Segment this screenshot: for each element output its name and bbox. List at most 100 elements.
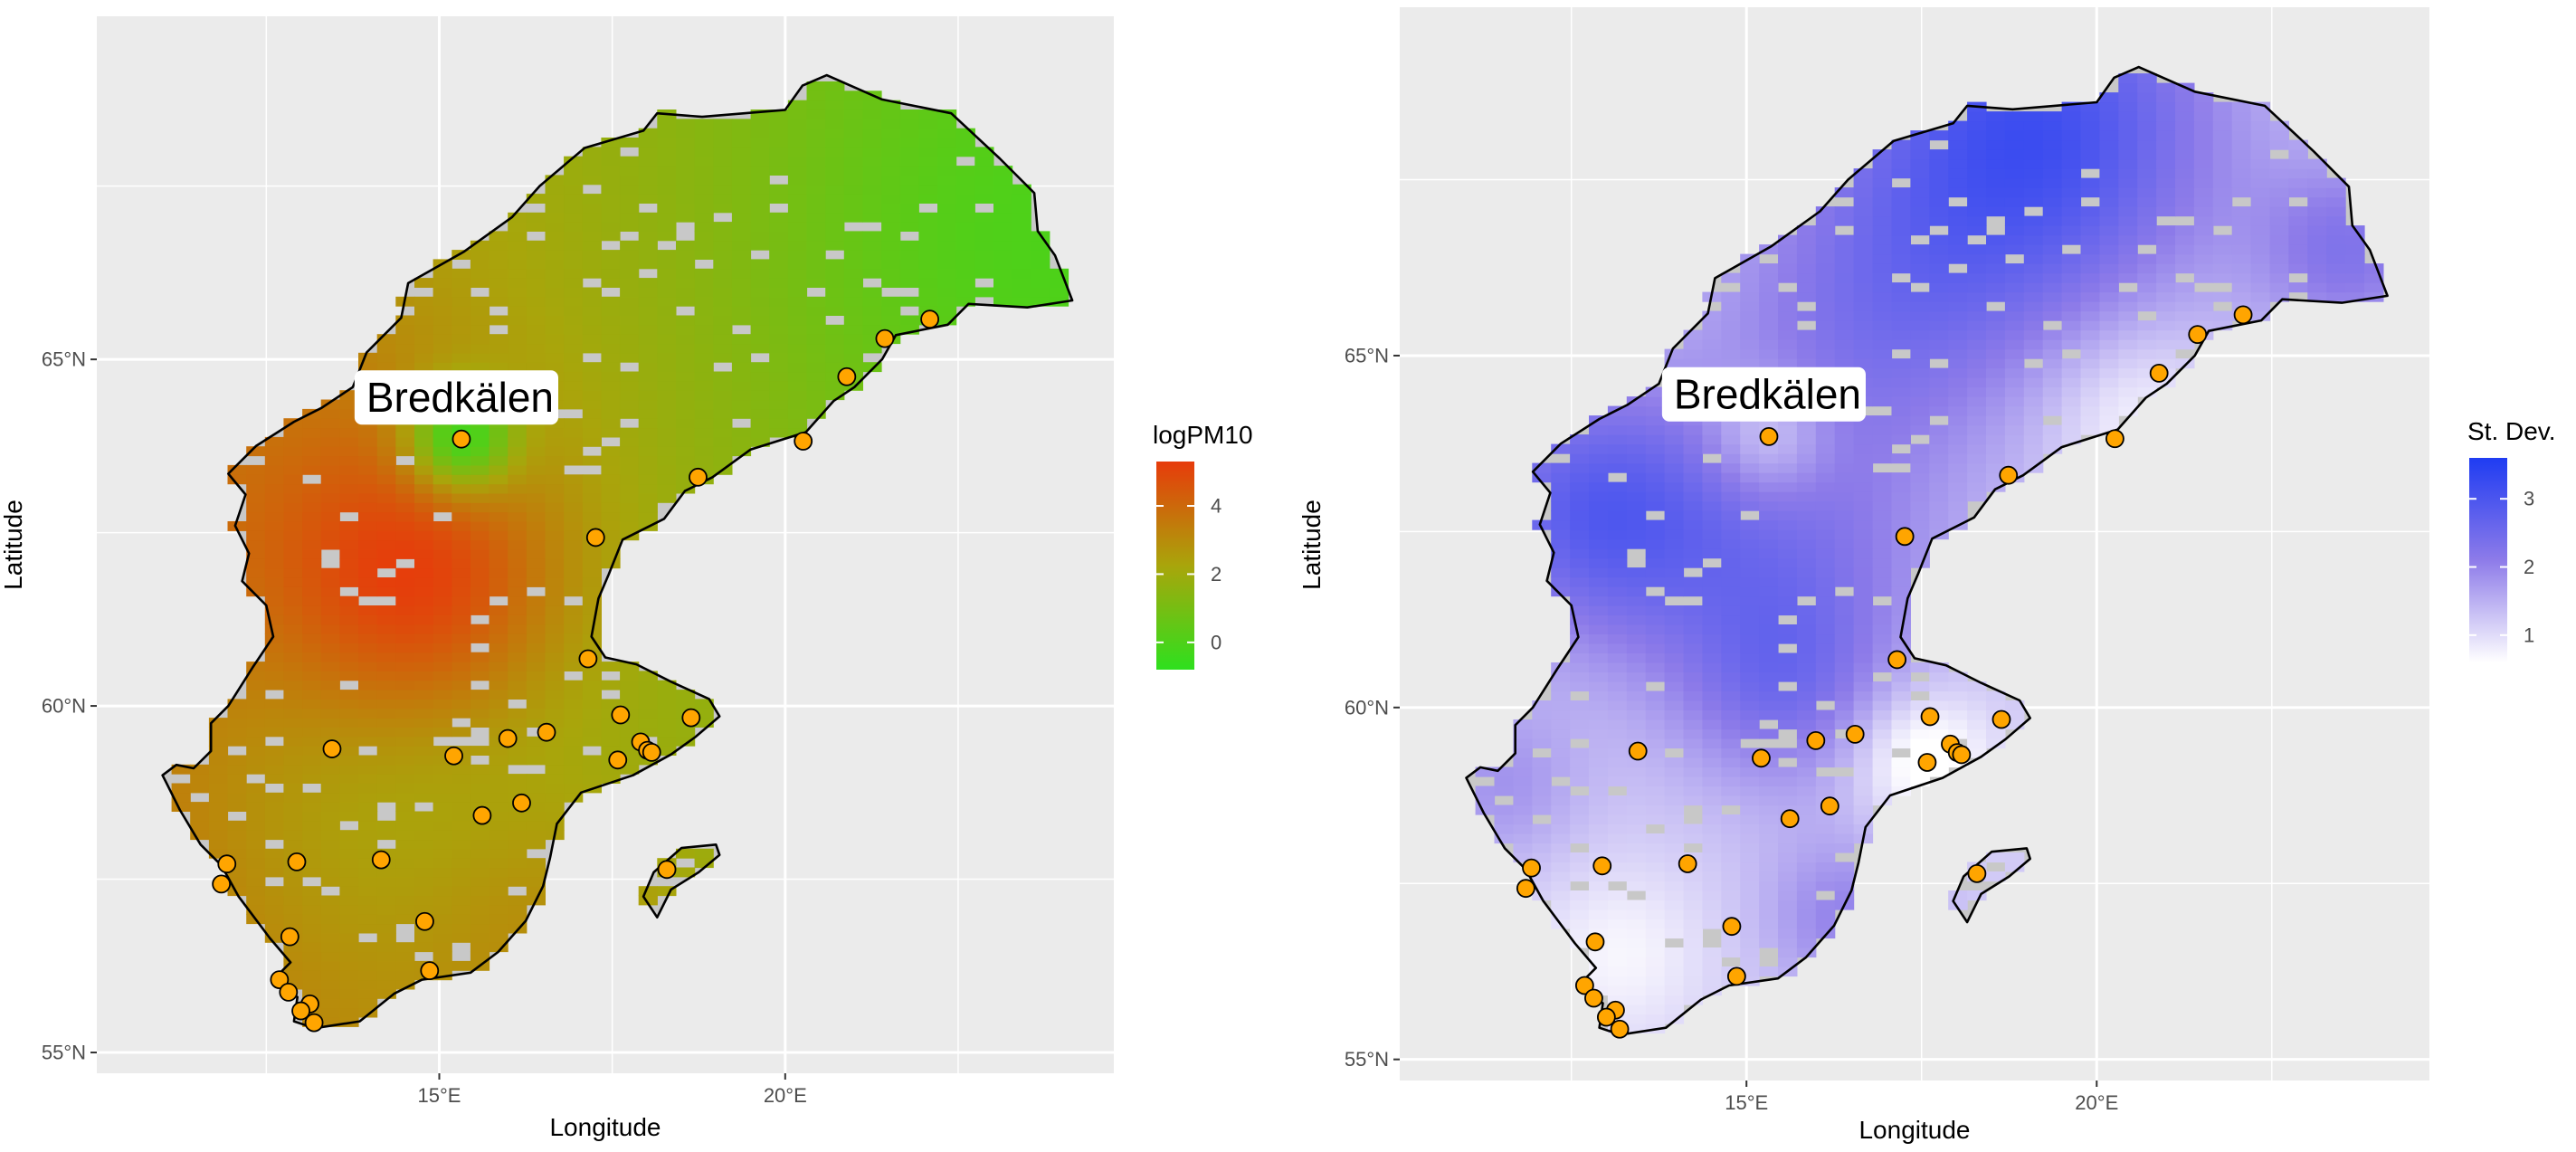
raster-cell [1929,196,1949,207]
raster-cell [2137,215,2157,226]
raster-cell [750,371,770,382]
raster-cell [376,923,396,934]
raster-cell [1683,500,1703,511]
raster-cell [564,296,584,307]
raster-cell [470,708,490,719]
raster-cell [320,483,340,494]
raster-cell [508,549,528,559]
raster-cell [676,362,696,373]
raster-cell [1570,662,1590,673]
raster-cell [843,324,863,335]
raster-cell [2004,700,2025,711]
raster-cell [1778,700,1798,711]
raster-cell [545,521,565,531]
raster-cell [283,699,303,709]
raster-cell [676,212,696,223]
raster-cell [1645,500,1666,511]
raster-cell [2175,149,2195,160]
raster-cell [376,343,396,354]
raster-cell [2004,168,2025,179]
raster-cell [676,848,696,859]
raster-cell [862,203,882,214]
raster-cell [1570,481,1590,492]
raster-cell [2023,377,2044,388]
raster-cell [358,867,378,878]
raster-cell [1872,766,1893,777]
raster-cell [1778,605,1798,616]
raster-cell [1891,681,1911,692]
raster-cell [2250,310,2271,321]
raster-cell [1778,320,1798,331]
raster-cell [601,483,621,494]
raster-cell [190,830,210,841]
raster-cell [1721,481,1741,492]
raster-cell [2250,187,2271,198]
raster-cell [2156,358,2176,369]
raster-cell [731,334,752,345]
raster-cell [1626,814,1647,825]
raster-cell [2231,253,2252,264]
raster-cell [862,334,882,345]
raster-cell [1645,662,1666,673]
raster-cell [1513,843,1533,853]
raster-cell [414,427,434,438]
raster-cell [246,577,266,587]
raster-cell [526,464,546,475]
raster-cell [1607,681,1628,692]
station-point [681,708,701,728]
raster-cell [993,184,1013,195]
raster-cell [1683,510,1703,521]
raster-cell [769,128,789,138]
station-point [1574,976,1594,995]
raster-cell [2156,282,2176,293]
raster-cell [1740,862,1760,872]
raster-cell [452,708,471,719]
raster-cell [1475,766,1496,777]
raster-cell [1740,966,1760,977]
raster-cell [974,240,994,251]
raster-cell [918,184,938,195]
raster-cell [2099,187,2119,198]
raster-cell [1759,624,1779,635]
raster-cell [862,147,882,157]
raster-cell [2345,291,2365,302]
raster-cell [1834,624,1855,635]
raster-cell [1778,481,1798,492]
raster-cell [1721,728,1741,739]
raster-cell [489,455,509,466]
raster-cell [283,502,303,513]
raster-cell [638,708,658,719]
raster-cell [414,352,434,363]
raster-cell [620,671,640,681]
raster-cell [283,951,303,962]
raster-cell [1853,624,1874,635]
y-tick-label: 60°N [1345,696,1389,719]
raster-cell [1551,557,1571,568]
raster-cell [2004,120,2025,131]
raster-cell [545,549,565,559]
raster-cell [620,175,640,186]
raster-cell [1872,728,1893,739]
raster-cell [208,774,229,784]
raster-cell [470,923,490,934]
raster-cell [414,904,434,915]
raster-cell [508,446,528,457]
raster-cell [264,502,284,513]
raster-cell [358,662,378,671]
raster-cell [564,156,584,167]
raster-cell [1778,567,1798,578]
raster-cell [787,194,808,204]
raster-cell [1834,424,1855,435]
raster-cell [470,558,490,569]
raster-cell [2042,310,2063,321]
raster-cell [843,100,863,110]
raster-cell [2004,719,2025,730]
raster-cell [843,352,863,363]
raster-cell [1589,747,1609,758]
raster-cell [1796,282,1817,293]
raster-cell [1778,919,1798,929]
raster-cell [2231,225,2252,236]
raster-cell [899,138,919,148]
raster-cell [1702,690,1722,701]
raster-cell [452,455,471,466]
